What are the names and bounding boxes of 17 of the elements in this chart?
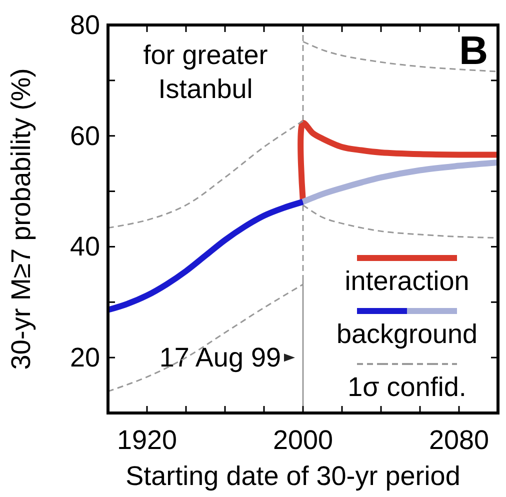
legend-label: 1σ confid.: [348, 372, 466, 402]
x-axis-title: Starting date of 30-yr period: [126, 461, 460, 491]
annotation: B: [459, 28, 488, 73]
y-axis-title: 30-yr M≥7 probability (%): [6, 68, 36, 370]
x-tick-label: 2080: [428, 425, 490, 455]
annotation: for greater Istanbul: [143, 40, 268, 104]
legend-label: background: [336, 319, 478, 349]
line-series: [107, 284, 304, 392]
y-tick-label: 20: [70, 342, 100, 373]
y-tick-label: 60: [70, 120, 100, 151]
line-series: [107, 120, 304, 229]
x-tick-label: 1920: [116, 425, 178, 455]
ref-line-label: 17 Aug 99: [159, 342, 281, 373]
x-tick-label: 2000: [272, 425, 334, 455]
legend-label: interaction: [344, 266, 470, 296]
y-tick-label: 80: [70, 10, 100, 40]
y-tick-label: 40: [70, 232, 100, 262]
